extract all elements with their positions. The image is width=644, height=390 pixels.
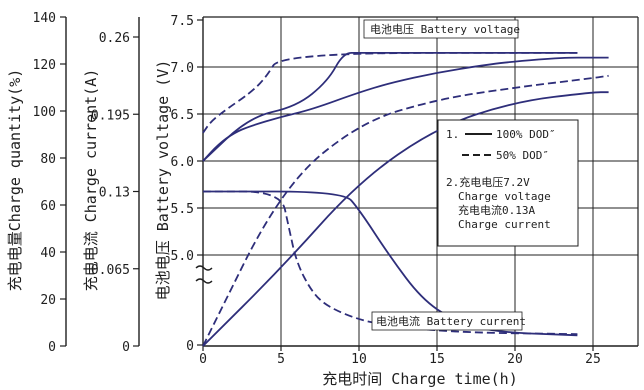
legend-item-100-dod: 100% DOD″: [496, 128, 556, 141]
current-curve-label: 电池电流 Battery current: [376, 314, 526, 328]
x-tick-label: 20: [507, 352, 523, 367]
legend-note-charge-current: Charge current: [458, 218, 551, 231]
quantity-tick-label: 120: [33, 58, 56, 73]
quantity-axis: 0 20 40 60 80 100 120 140 充电电量Charge quantity(%…: [6, 11, 67, 355]
legend: 1. 100% DOD″ 50% DOD″ 2.充电电压7.2V Charge …: [437, 119, 579, 247]
legend-note-charge-current-value: 充电电流0.13A: [458, 203, 535, 217]
quantity-axis-label: 充电电量Charge quantity(%): [6, 69, 24, 292]
current-tick-label: 0.26: [99, 31, 130, 46]
current-curve-label-box: 电池电流 Battery current: [371, 311, 526, 331]
quantity-curve-solid-6: [202, 91, 609, 347]
quantity-tick-label: 80: [40, 152, 56, 167]
voltage-tick-label: 6.5: [171, 108, 194, 123]
voltage-tick-label: 5.5: [171, 202, 194, 217]
current-tick-label: 0.195: [91, 108, 130, 123]
voltage-tick-label: 5.0: [171, 249, 194, 264]
voltage-axis-ticks: 0 5.0 5.5 6.0 6.5 7.0 7.5: [171, 14, 203, 354]
data-curves: [202, 51, 609, 347]
x-tick-label: 25: [585, 352, 601, 367]
axis-break-mark: [195, 265, 213, 284]
x-tick-label: 5: [277, 352, 285, 367]
quantity-tick-label: 40: [40, 246, 56, 261]
voltage-curve-dashed-1: [202, 52, 578, 134]
legend-note-charge-voltage: Charge voltage: [458, 190, 551, 203]
voltage-curve-label-box: 电池电压 Battery voltage: [363, 19, 520, 39]
legend-frame: [437, 119, 579, 247]
quantity-axis-ticks: 0 20 40 60 80 100 120 140: [33, 11, 66, 355]
voltage-curve-label: 电池电压 Battery voltage: [370, 23, 520, 36]
current-tick-label: 0: [122, 340, 130, 355]
voltage-curve-solid-2: [202, 51, 578, 162]
current-curve-label-frame: [371, 311, 523, 331]
x-axis-ticks: 0 5 10 15 20 25: [199, 346, 601, 367]
voltage-tick-label: 7.5: [171, 14, 194, 29]
quantity-tick-label: 140: [33, 11, 56, 26]
current-tick-label: 0.13: [99, 186, 130, 201]
current-axis: 0 0.065 0.13 0.195 0.26 充电电流 Charge current(…: [82, 17, 140, 355]
current-curve-dashed-4: [203, 190, 578, 335]
voltage-tick-label: 7.0: [171, 61, 194, 76]
voltage-tick-label: 6.0: [171, 155, 194, 170]
x-tick-label: 0: [199, 352, 207, 367]
legend-item-50-dod: 50% DOD″: [496, 149, 549, 162]
voltage-axis-label: 电池电压 Battery voltage (V): [154, 60, 172, 301]
legend-note-charge-voltage-value: 2.充电电压7.2V: [446, 175, 530, 189]
x-tick-label: 15: [429, 352, 445, 367]
x-tick-label: 10: [351, 352, 367, 367]
voltage-axis: 0 5.0 5.5 6.0 6.5 7.0 7.5 电池电压 Battery voltage…: [154, 14, 213, 354]
quantity-tick-label: 0: [48, 340, 56, 355]
quantity-tick-label: 60: [40, 199, 56, 214]
legend-item-number: 1.: [446, 128, 459, 141]
voltage-tick-label: 0: [186, 339, 194, 354]
quantity-curve-dashed-5: [202, 74, 609, 347]
current-tick-label: 0.065: [91, 263, 130, 278]
current-axis-label: 充电电流 Charge current(A): [82, 69, 100, 292]
grid: [203, 17, 638, 346]
current-axis-ticks: 0 0.065 0.13 0.195 0.26: [91, 31, 139, 355]
quantity-tick-label: 100: [33, 105, 56, 120]
quantity-tick-label: 20: [40, 293, 56, 308]
voltage-curve-label-frame: [363, 19, 519, 39]
x-axis-label: 充电时间 Charge time(h): [322, 370, 517, 388]
